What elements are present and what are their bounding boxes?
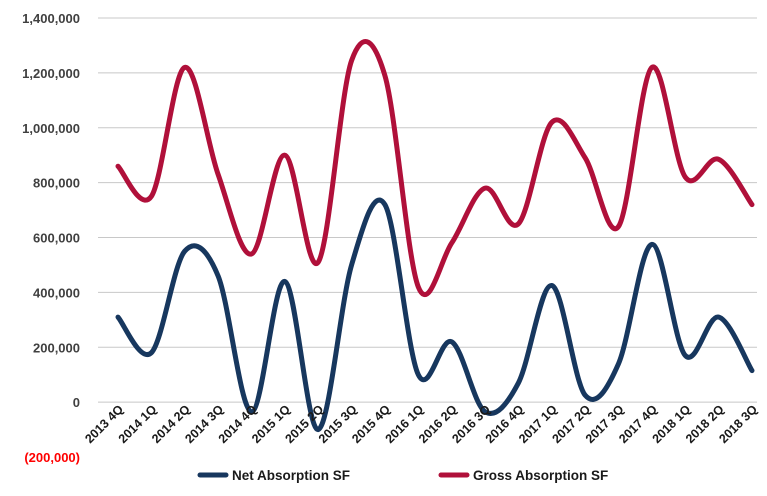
y-tick-label: 400,000 [33, 285, 80, 300]
y-tick-label: 1,000,000 [22, 121, 80, 136]
series-line-gross-absorption-sf [115, 39, 755, 298]
y-tick-label: 1,400,000 [22, 11, 80, 26]
legend-label: Net Absorption SF [232, 468, 350, 483]
y-tick-label: 1,200,000 [22, 66, 80, 81]
y-tick-label: 800,000 [33, 176, 80, 191]
y-axis-ticks: 1,400,000 1,200,000 1,000,000 800,000 600,00… [22, 11, 80, 465]
y-tick-label: 600,000 [33, 231, 80, 246]
y-tick-label: 0 [73, 395, 80, 410]
legend: Net Absorption SF Gross Absorption SF [197, 468, 608, 483]
legend-label: Gross Absorption SF [473, 468, 608, 483]
series-line-net-absorption-sf [115, 197, 755, 433]
series-lines [115, 39, 755, 433]
y-tick-label: 200,000 [33, 340, 80, 355]
y-tick-label: (200,000) [24, 450, 80, 465]
